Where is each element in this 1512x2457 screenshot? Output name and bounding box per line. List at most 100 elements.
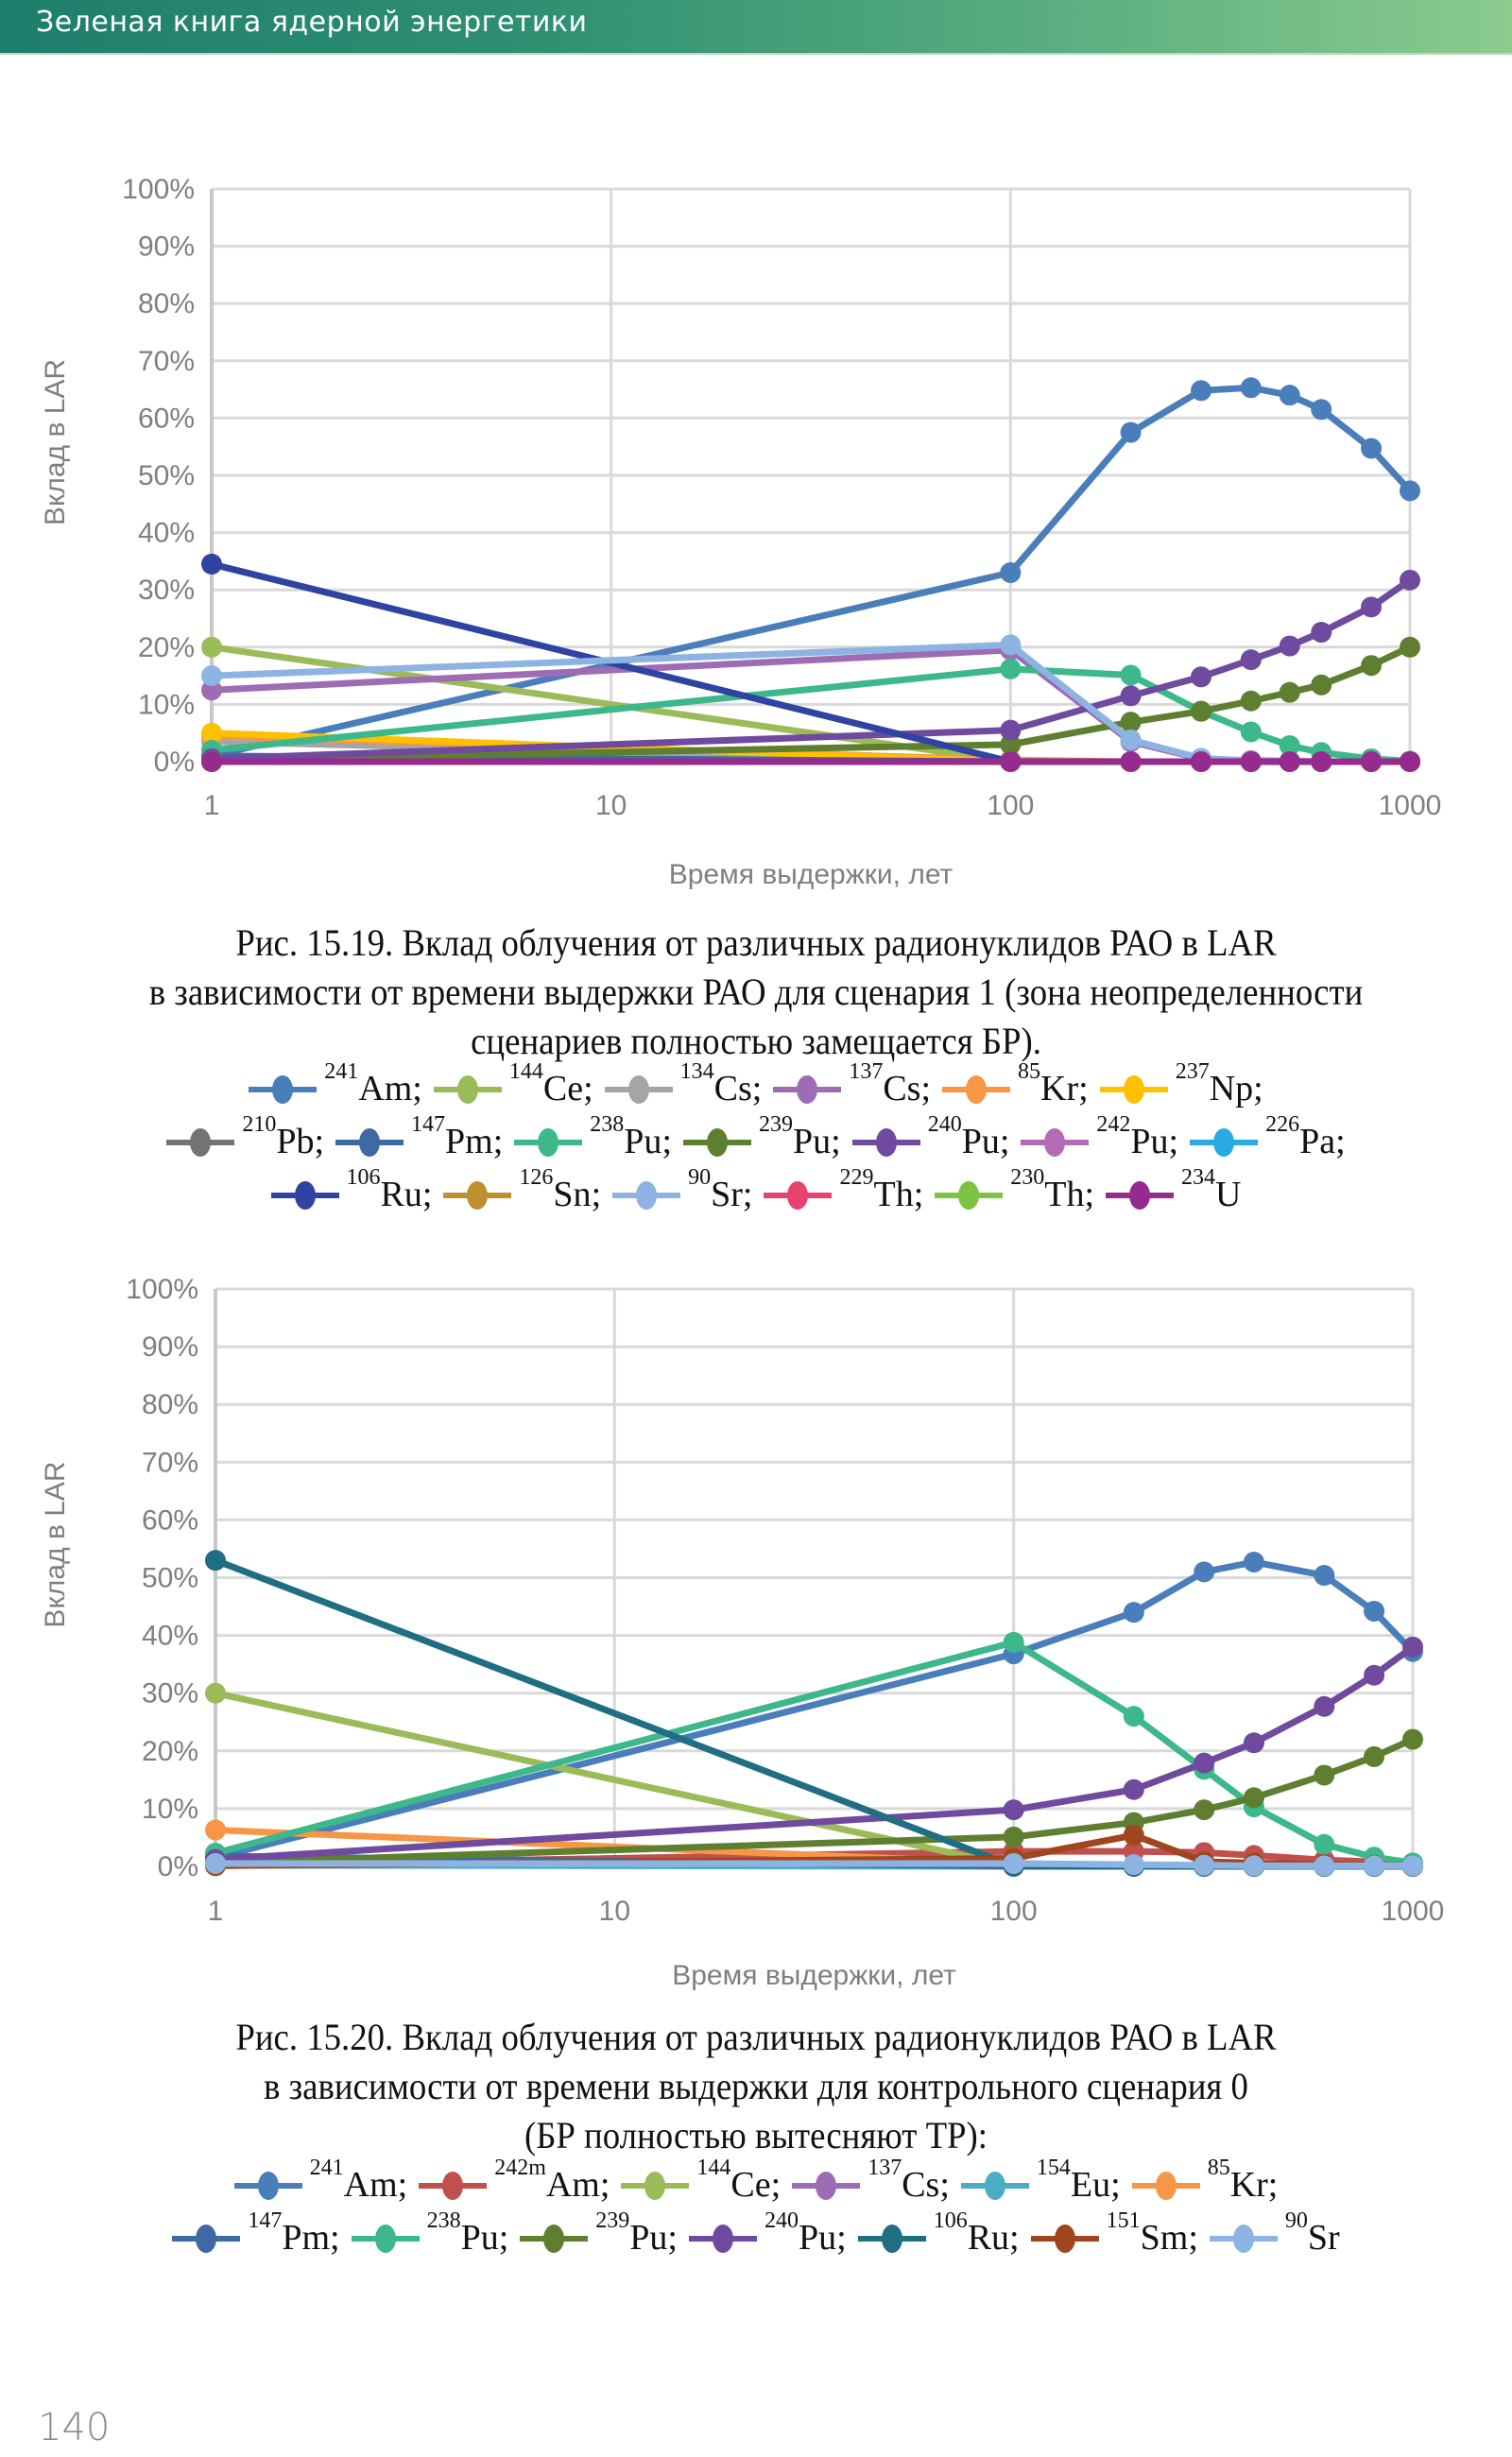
legend-mass-number: 85 xyxy=(1207,2156,1230,2180)
legend-marker-icon xyxy=(419,2172,488,2200)
legend-item-238Pu: 238Pu; xyxy=(351,2209,508,2264)
legend-marker-icon xyxy=(514,1128,583,1157)
y-tick-label: 10% xyxy=(142,1794,198,1825)
data-point xyxy=(1243,1787,1264,1809)
legend-item-226Pa: 226Pa; xyxy=(1190,1113,1346,1168)
data-point xyxy=(1279,681,1300,703)
caption-line: в зависимости от времени выдержки РАО дл… xyxy=(148,971,1364,1013)
data-point xyxy=(1364,1600,1385,1622)
legend-mass-number: 237 xyxy=(1175,1059,1210,1084)
data-point xyxy=(1000,719,1022,741)
legend-item-147Pm: 147Pm; xyxy=(335,1113,503,1168)
legend-marker-icon xyxy=(270,1181,339,1210)
data-point xyxy=(1190,666,1211,688)
data-point xyxy=(1314,1695,1335,1717)
data-point xyxy=(1364,1745,1385,1767)
page-header: Зеленая книга ядерной энергетики xyxy=(0,0,1512,55)
legend-separator: ; xyxy=(599,2165,610,2205)
legend-symbol: Pm xyxy=(282,2218,331,2258)
legend-marker-icon xyxy=(960,2172,1029,2200)
data-point xyxy=(1000,658,1022,679)
legend-item-134Cs: 134Cs; xyxy=(604,1060,762,1115)
legend-item-154Eu: 154Eu; xyxy=(960,2156,1121,2211)
legend-symbol: Pu xyxy=(629,2218,668,2258)
legend-separator: ; xyxy=(831,1122,841,1161)
legend-marker-icon xyxy=(612,1181,681,1210)
caption-line: сценариев полностью замещается БР). xyxy=(471,1020,1041,1062)
y-tick-label: 30% xyxy=(142,1678,198,1710)
legend-marker-icon xyxy=(764,1181,833,1210)
series-line xyxy=(211,384,1413,760)
legend-mass-number: 239 xyxy=(595,2208,630,2233)
y-tick-label: 50% xyxy=(142,1563,198,1594)
x-tick-label: 1000 xyxy=(1382,1896,1445,1927)
series-line xyxy=(215,1736,1415,1866)
legend-mass-number: 144 xyxy=(508,1059,543,1084)
legend-mass-number: 240 xyxy=(927,1112,962,1137)
legend-marker-icon xyxy=(688,2225,757,2253)
data-point xyxy=(1123,1706,1144,1727)
legend-marker-icon xyxy=(1030,2225,1099,2253)
legend-item-147Pm: 147Pm; xyxy=(172,2209,340,2264)
series-line xyxy=(215,1643,1416,1864)
data-point xyxy=(1364,1664,1385,1686)
data-point xyxy=(1400,480,1420,502)
legend-marker-icon xyxy=(433,1075,502,1104)
legend-item-90Sr: 90Sr xyxy=(1209,2209,1340,2264)
legend-marker-icon xyxy=(857,2225,926,2253)
data-point xyxy=(1000,751,1022,772)
x-tick-label: 100 xyxy=(987,790,1034,821)
y-tick-label: 10% xyxy=(138,689,195,720)
legend-marker-icon xyxy=(172,2225,241,2253)
data-point xyxy=(1311,751,1332,772)
legend-mass-number: 241 xyxy=(324,1059,359,1084)
legend-symbol: Np xyxy=(1209,1069,1254,1108)
legend-symbol: Sr xyxy=(711,1175,743,1214)
data-point xyxy=(1311,399,1332,421)
legend-item-137Cs: 137Cs; xyxy=(792,2156,950,2211)
legend-mass-number: 137 xyxy=(849,1059,884,1084)
y-tick-label: 80% xyxy=(142,1389,198,1420)
data-point xyxy=(1120,685,1142,707)
legend-symbol: Sr xyxy=(1307,2218,1340,2258)
legend-mass-number: 137 xyxy=(868,2156,902,2180)
legend-item-230Th: 230Th; xyxy=(935,1166,1094,1221)
data-point xyxy=(1400,636,1420,658)
legend-marker-icon xyxy=(233,2172,302,2200)
data-point xyxy=(1243,1552,1264,1573)
legend-separator: ; xyxy=(421,1175,433,1214)
legend-item-137Cs: 137Cs; xyxy=(773,1059,931,1115)
legend-item-85Kr: 85Kr; xyxy=(1131,2156,1278,2211)
legend-mass-number: 241 xyxy=(309,2156,344,2180)
legend-item-90Sr: 90Sr; xyxy=(612,1166,752,1221)
legend-mass-number: 210 xyxy=(242,1112,277,1137)
legend-item-241Am: 241Am; xyxy=(233,2156,407,2211)
data-point xyxy=(1361,655,1383,677)
caption-line: в зависимости от времени выдержки для ко… xyxy=(264,2065,1248,2107)
data-point xyxy=(1003,1631,1024,1653)
data-point xyxy=(1003,1852,1024,1874)
legend-symbol: Am xyxy=(358,1069,413,1108)
legend-mass-number: 106 xyxy=(346,1165,381,1190)
data-point xyxy=(1279,385,1300,406)
data-point xyxy=(1240,649,1262,671)
data-point xyxy=(1120,751,1142,772)
legend-row: 241Am; 144Ce; 134Cs; 137Cs; 85Kr; 237Np; xyxy=(0,1059,1512,1115)
legend-item-144Ce: 144Ce; xyxy=(433,1059,593,1115)
data-point xyxy=(201,679,222,701)
legend-symbol: Ce xyxy=(730,2165,771,2205)
data-point xyxy=(1311,674,1332,696)
data-point xyxy=(1279,635,1300,657)
legend-item-240Pu: 240Pu; xyxy=(851,1112,1009,1168)
legend-symbol: Pm xyxy=(445,1122,493,1161)
data-point xyxy=(1120,729,1142,750)
caption-line: Рис. 15.20. Вклад облучения от различных… xyxy=(235,2016,1277,2058)
x-tick-label: 10 xyxy=(599,1896,630,1927)
data-point xyxy=(1194,1752,1215,1774)
legend-item-234U: 234U xyxy=(1106,1166,1242,1221)
legend-item-210Pb: 210Pb; xyxy=(166,1112,324,1168)
data-point xyxy=(1000,733,1022,755)
legend-item-126Sn: 126Sn; xyxy=(443,1166,601,1221)
legend-symbol: Pu xyxy=(1130,1122,1169,1161)
legend-separator: ; xyxy=(1168,1122,1179,1161)
